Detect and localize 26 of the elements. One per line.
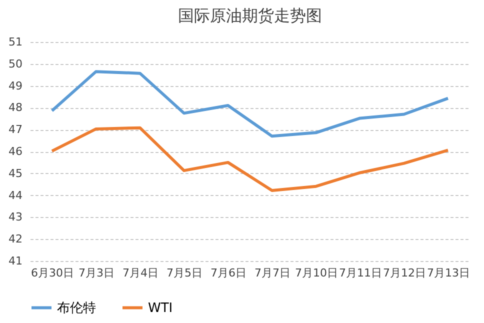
y-tick-label: 48: [8, 101, 22, 114]
x-tick-label: 7月3日: [78, 266, 114, 280]
legend-label: WTI: [148, 300, 173, 316]
chart-title: 国际原油期货走势图: [178, 6, 322, 25]
x-tick-label: 7月6日: [210, 266, 246, 280]
line-series: [50, 126, 450, 192]
y-tick-label: 42: [8, 232, 22, 246]
y-tick-label: 51: [8, 36, 22, 48]
x-tick-label: 7月7日: [254, 266, 290, 280]
y-tick-label: 50: [8, 57, 22, 70]
legend-label: 布伦特: [57, 300, 96, 316]
y-tick-label: 49: [8, 79, 22, 92]
x-tick-label: 7月12日: [383, 266, 426, 280]
x-tick-label: 7月10日: [295, 266, 338, 280]
x-tick-label: 6月30日: [31, 266, 74, 280]
x-tick-label: 7月11日: [339, 266, 382, 280]
y-tick-label: 43: [8, 210, 22, 224]
line-series: [50, 70, 450, 138]
y-tick-label: 46: [8, 145, 22, 158]
y-tick-label: 45: [8, 166, 22, 180]
x-tick-label: 7月4日: [122, 266, 158, 280]
y-tick-label: 44: [8, 188, 22, 202]
x-tick-label: 7月5日: [166, 266, 202, 280]
y-tick-label: 41: [8, 254, 22, 268]
y-tick-label: 47: [8, 123, 22, 136]
x-tick-label: 7月13日: [427, 266, 470, 280]
